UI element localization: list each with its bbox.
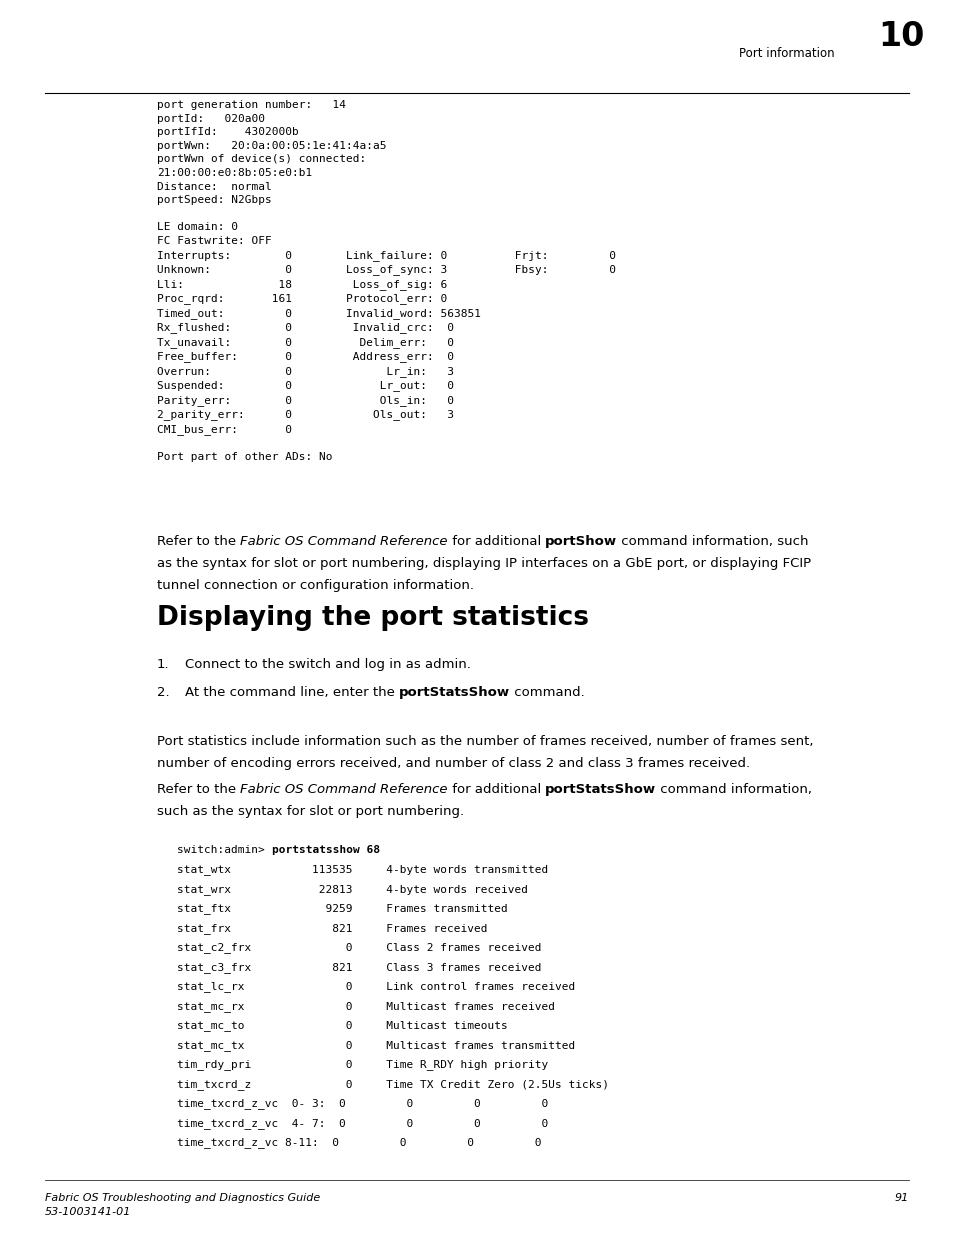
Text: Fabric OS Command Reference: Fabric OS Command Reference: [240, 535, 447, 548]
Text: command information,: command information,: [656, 783, 812, 797]
Text: At the command line, enter the: At the command line, enter the: [185, 685, 398, 699]
Text: Port information: Port information: [739, 47, 834, 61]
Text: switch:admin>: switch:admin>: [177, 845, 272, 855]
Text: stat_ftx              9259     Frames transmitted: stat_ftx 9259 Frames transmitted: [177, 904, 507, 914]
Text: for additional: for additional: [447, 783, 545, 797]
Text: stat_c2_frx              0     Class 2 frames received: stat_c2_frx 0 Class 2 frames received: [177, 942, 541, 953]
Text: stat_mc_rx               0     Multicast frames received: stat_mc_rx 0 Multicast frames received: [177, 1002, 555, 1011]
Text: Fabric OS Command Reference: Fabric OS Command Reference: [240, 783, 447, 797]
Text: tim_txcrd_z              0     Time TX Credit Zero (2.5Us ticks): tim_txcrd_z 0 Time TX Credit Zero (2.5Us…: [177, 1079, 608, 1091]
Text: portStatsShow: portStatsShow: [398, 685, 510, 699]
Text: Refer to the: Refer to the: [157, 535, 240, 548]
Text: Displaying the port statistics: Displaying the port statistics: [157, 605, 588, 631]
Text: tunnel connection or configuration information.: tunnel connection or configuration infor…: [157, 579, 474, 592]
Text: Refer to the: Refer to the: [157, 783, 240, 797]
Text: command information, such: command information, such: [617, 535, 808, 548]
Text: stat_wtx            113535     4-byte words transmitted: stat_wtx 113535 4-byte words transmitted: [177, 864, 548, 876]
Text: stat_wrx             22813     4-byte words received: stat_wrx 22813 4-byte words received: [177, 884, 527, 895]
Text: stat_c3_frx            821     Class 3 frames received: stat_c3_frx 821 Class 3 frames received: [177, 962, 541, 973]
Text: portShow: portShow: [545, 535, 617, 548]
Text: such as the syntax for slot or port numbering.: such as the syntax for slot or port numb…: [157, 805, 464, 818]
Text: 2.: 2.: [157, 685, 170, 699]
Text: stat_mc_to               0     Multicast timeouts: stat_mc_to 0 Multicast timeouts: [177, 1020, 507, 1031]
Text: number of encoding errors received, and number of class 2 and class 3 frames rec: number of encoding errors received, and …: [157, 757, 749, 769]
Text: stat_mc_tx               0     Multicast frames transmitted: stat_mc_tx 0 Multicast frames transmitte…: [177, 1040, 575, 1051]
Text: stat_lc_rx               0     Link control frames received: stat_lc_rx 0 Link control frames receive…: [177, 982, 575, 993]
Text: portstatsshow 68: portstatsshow 68: [272, 845, 379, 855]
Text: time_txcrd_z_vc 8-11:  0         0         0         0: time_txcrd_z_vc 8-11: 0 0 0 0: [177, 1137, 541, 1149]
Text: time_txcrd_z_vc  4- 7:  0         0         0         0: time_txcrd_z_vc 4- 7: 0 0 0 0: [177, 1118, 548, 1129]
Text: command.: command.: [510, 685, 584, 699]
Text: tim_rdy_pri              0     Time R_RDY high priority: tim_rdy_pri 0 Time R_RDY high priority: [177, 1060, 548, 1071]
Text: stat_frx               821     Frames received: stat_frx 821 Frames received: [177, 923, 487, 934]
Text: 10: 10: [878, 20, 924, 53]
Text: Connect to the switch and log in as admin.: Connect to the switch and log in as admi…: [185, 658, 471, 671]
Text: 53-1003141-01: 53-1003141-01: [45, 1207, 132, 1216]
Text: portStatsShow: portStatsShow: [545, 783, 656, 797]
Text: for additional: for additional: [447, 535, 545, 548]
Text: port generation number:   14
portId:   020a00
portIfId:    4302000b
portWwn:   2: port generation number: 14 portId: 020a0…: [157, 100, 616, 462]
Text: as the syntax for slot or port numbering, displaying IP interfaces on a GbE port: as the syntax for slot or port numbering…: [157, 557, 810, 571]
Text: Port statistics include information such as the number of frames received, numbe: Port statistics include information such…: [157, 735, 813, 748]
Text: time_txcrd_z_vc  0- 3:  0         0         0         0: time_txcrd_z_vc 0- 3: 0 0 0 0: [177, 1098, 548, 1109]
Text: 91: 91: [894, 1193, 908, 1203]
Text: Fabric OS Troubleshooting and Diagnostics Guide: Fabric OS Troubleshooting and Diagnostic…: [45, 1193, 320, 1203]
Text: 1.: 1.: [157, 658, 170, 671]
